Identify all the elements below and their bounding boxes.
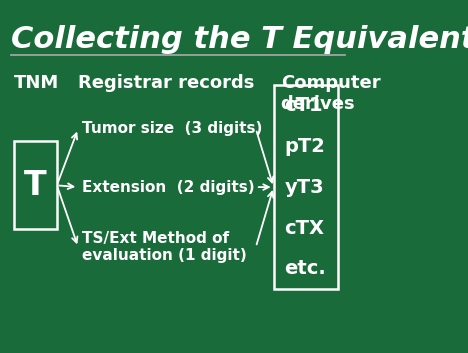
Text: etc.: etc. — [284, 259, 326, 279]
Text: TNM: TNM — [14, 74, 59, 92]
Text: Registrar records: Registrar records — [78, 74, 255, 92]
Text: yT3: yT3 — [284, 178, 324, 197]
Text: Extension  (2 digits): Extension (2 digits) — [82, 180, 254, 195]
Bar — [274, 85, 337, 289]
Text: Computer
derives: Computer derives — [281, 74, 380, 113]
Text: cTX: cTX — [284, 219, 324, 238]
Text: Collecting the T Equivalent: Collecting the T Equivalent — [11, 25, 468, 54]
Bar — [14, 141, 57, 229]
Text: T: T — [24, 169, 47, 202]
Text: pT2: pT2 — [284, 137, 325, 156]
Text: Tumor size  (3 digits): Tumor size (3 digits) — [82, 121, 262, 136]
Text: cT1: cT1 — [284, 96, 323, 115]
Text: TS/Ext Method of
evaluation (1 digit): TS/Ext Method of evaluation (1 digit) — [82, 231, 247, 263]
